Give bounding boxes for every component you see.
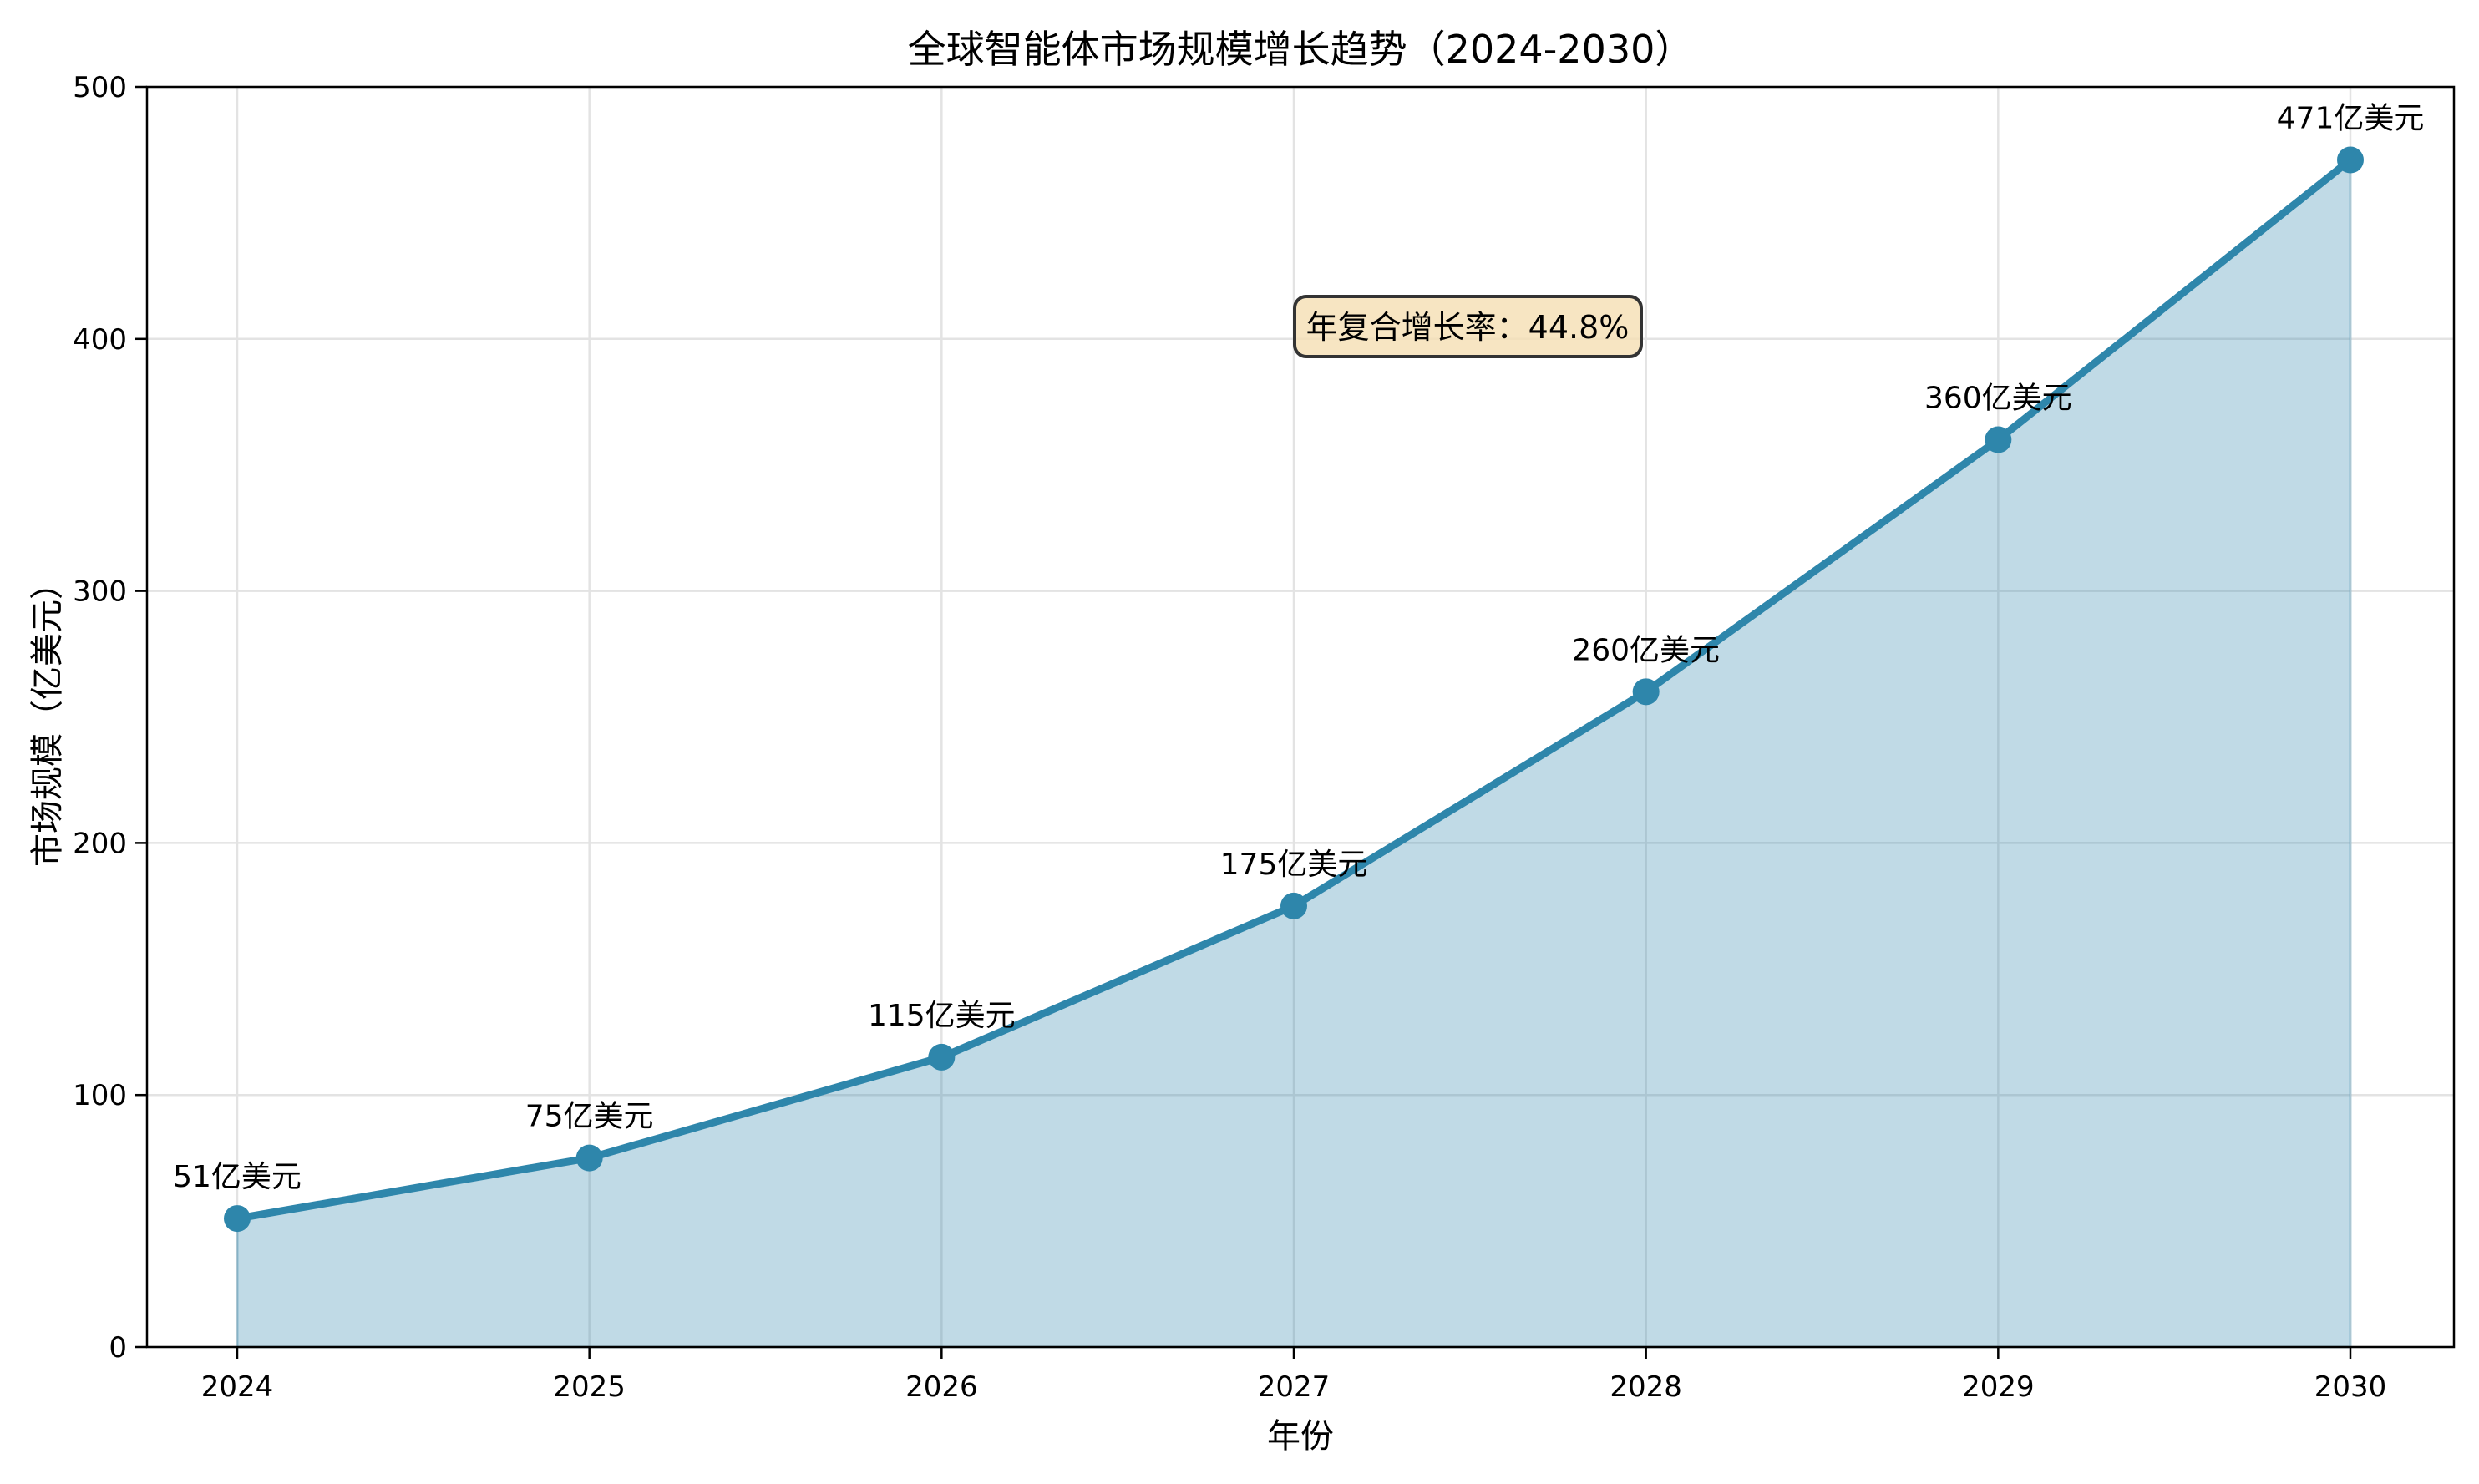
data-point [2337,146,2364,174]
y-axis: 0 100 200 300 400 500 [73,71,147,1365]
data-label: 175亿美元 [1220,848,1368,882]
x-tick-label: 2029 [1962,1370,2035,1404]
y-tick-label: 100 [73,1079,127,1112]
data-label: 260亿美元 [1572,633,1720,667]
y-tick-label: 500 [73,71,127,104]
data-label: 75亿美元 [525,1100,654,1134]
y-tick-label: 400 [73,323,127,357]
cagr-annotation: 年复合增长率：44.8% [1293,295,1643,358]
y-tick-label: 200 [73,827,127,860]
markers [224,146,2364,1233]
data-label: 51亿美元 [173,1160,302,1194]
data-point [928,1043,956,1071]
y-tick-label: 300 [73,575,127,609]
x-tick-label: 2027 [1258,1370,1331,1404]
data-label: 471亿美元 [2277,102,2425,136]
x-axis: 2024 2025 2026 2027 2028 2029 2030 [201,1347,2387,1404]
data-point [1632,678,1660,706]
data-point [575,1144,603,1172]
chart-title: 全球智能体市场规模增长趋势（2024-2030） [908,27,1694,72]
x-axis-label: 年份 [1267,1417,1334,1456]
data-label: 115亿美元 [868,999,1016,1033]
x-tick-label: 2026 [905,1370,978,1404]
annotation-box [1293,295,1643,358]
x-tick-label: 2025 [553,1370,626,1404]
annotation-text: 年复合增长率：44.8% [1306,309,1630,346]
data-labels: 51亿美元 75亿美元 115亿美元 175亿美元 260亿美元 360亿美元 471亿美元 [173,102,2424,1195]
y-axis-label: 市场规模（亿美元） [28,566,67,867]
data-point [1280,892,1307,919]
plot-frame [145,85,2456,1349]
data-point [224,1205,251,1233]
x-tick-label: 2028 [1610,1370,1682,1404]
data-label: 360亿美元 [1924,382,2072,416]
x-tick-label: 2024 [201,1370,274,1404]
y-tick-label: 0 [109,1331,127,1365]
x-tick-label: 2030 [2314,1370,2387,1404]
data-point [1985,426,2012,453]
